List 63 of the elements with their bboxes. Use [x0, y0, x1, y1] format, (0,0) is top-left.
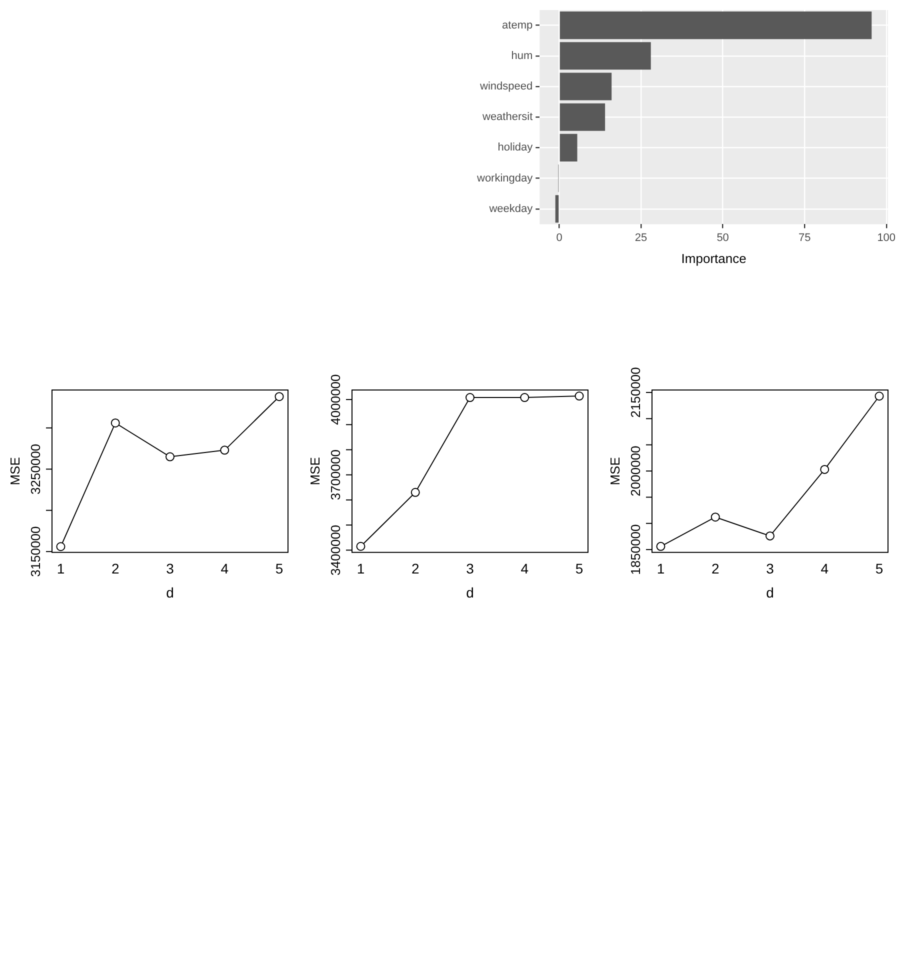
x-tick-label: 25 — [634, 232, 648, 244]
y-tick-label: 1850000 — [628, 524, 644, 575]
y-tick-label: windspeed — [479, 80, 533, 93]
point — [574, 392, 584, 401]
x-axis-title: d — [466, 584, 474, 600]
bar — [560, 72, 612, 100]
x-tick-label: 3 — [766, 560, 774, 577]
point — [874, 392, 884, 401]
point — [56, 542, 66, 552]
point — [710, 512, 720, 522]
point — [410, 488, 420, 497]
x-tick-label: 2 — [111, 560, 120, 577]
bar — [560, 103, 606, 131]
point — [220, 446, 230, 455]
x-tick-label: 1 — [656, 560, 665, 577]
x-tick-label: 2 — [711, 560, 720, 577]
x-tick-label: 3 — [466, 560, 474, 577]
y-tick-label: 3700000 — [328, 450, 344, 500]
y-axis-title: MSE — [307, 456, 322, 486]
y-tick-label: 3400000 — [328, 524, 344, 576]
point — [356, 542, 366, 551]
y-tick-label: hum — [511, 50, 533, 62]
bar — [560, 42, 651, 70]
y-tick-label: workingday — [476, 172, 534, 184]
point — [656, 542, 666, 551]
x-tick-label: 100 — [877, 232, 896, 244]
y-tick-label: weathersit — [482, 111, 533, 124]
x-tick-label: 4 — [220, 560, 229, 577]
x-axis-title: Importance — [681, 250, 746, 266]
y-axis-title: MSE — [7, 456, 22, 486]
point — [820, 464, 830, 474]
point — [274, 392, 284, 402]
y-tick-label: 2150000 — [628, 367, 644, 418]
x-tick-label: 4 — [820, 560, 829, 577]
x-tick-label: 2 — [411, 560, 420, 577]
bar — [560, 134, 578, 162]
x-tick-label: 3 — [166, 560, 174, 577]
x-tick-label: 1 — [356, 560, 365, 577]
x-tick-label: 75 — [798, 232, 811, 244]
y-tick-label: weekday — [488, 202, 534, 215]
point — [766, 531, 774, 540]
y-tick-label: 3250000 — [28, 444, 44, 494]
y-axis-title: MSE — [607, 456, 622, 486]
y-tick-label: holiday — [498, 142, 534, 154]
y-tick-label: 3150000 — [28, 526, 44, 577]
point — [466, 393, 474, 402]
point — [520, 393, 530, 402]
x-tick-label: 50 — [716, 232, 729, 244]
point — [166, 452, 174, 462]
point — [110, 418, 120, 428]
bar — [560, 12, 872, 40]
x-tick-label: 4 — [520, 560, 529, 577]
bar — [555, 195, 559, 223]
x-tick-label: 1 — [56, 560, 65, 577]
y-tick-label: 2000000 — [628, 446, 644, 496]
x-tick-label: 5 — [875, 560, 884, 577]
x-axis-title: d — [766, 584, 774, 600]
x-axis-title: d — [166, 584, 174, 600]
x-tick-label: 5 — [575, 560, 584, 577]
y-tick-label: atemp — [502, 19, 533, 32]
x-tick-label: 0 — [556, 232, 562, 244]
y-tick-label: 4000000 — [328, 374, 344, 425]
x-tick-label: 5 — [275, 560, 284, 577]
